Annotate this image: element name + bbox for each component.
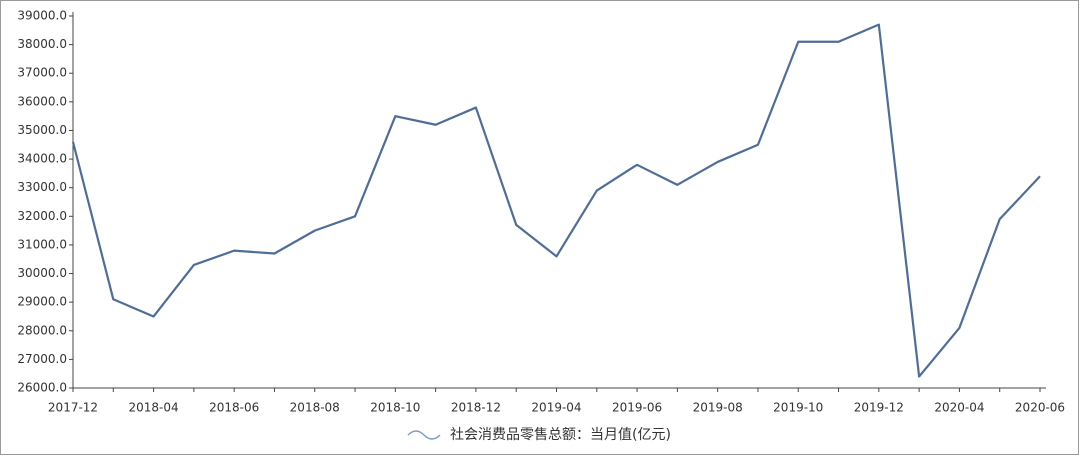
legend-label: 社会消费品零售总额：当月值(亿元)	[450, 427, 671, 443]
x-tick-label: 2018-08	[290, 401, 340, 415]
y-tick-label: 31000.0	[17, 237, 67, 251]
y-tick-label: 39000.0	[17, 9, 67, 23]
y-tick-label: 33000.0	[17, 180, 67, 194]
x-tick-label: 2019-12	[854, 401, 904, 415]
x-tick-label: 2017-12	[48, 401, 98, 415]
y-tick-label: 36000.0	[17, 94, 67, 108]
x-tick-label: 2019-04	[531, 401, 581, 415]
x-tick-label: 2020-04	[934, 401, 984, 415]
x-tick-label: 2018-10	[370, 401, 420, 415]
y-tick-label: 34000.0	[17, 152, 67, 166]
x-tick-label: 2019-10	[773, 401, 823, 415]
x-tick-label: 2019-08	[693, 401, 743, 415]
x-tick-label: 2019-06	[612, 401, 662, 415]
y-tick-label: 38000.0	[17, 37, 67, 51]
legend-swatch	[407, 430, 441, 440]
y-tick-label: 29000.0	[17, 295, 67, 309]
y-tick-label: 27000.0	[17, 352, 67, 366]
y-tick-label: 35000.0	[17, 123, 67, 137]
y-tick-label: 30000.0	[17, 266, 67, 280]
y-tick-label: 32000.0	[17, 209, 67, 223]
x-tick-label: 2018-04	[129, 401, 179, 415]
x-tick-label: 2018-06	[209, 401, 259, 415]
x-tick-label: 2020-06	[1015, 401, 1065, 415]
x-tick-label: 2018-12	[451, 401, 501, 415]
series-line	[71, 23, 1041, 378]
y-tick-label: 26000.0	[17, 381, 67, 395]
y-tick-label: 37000.0	[17, 66, 67, 80]
y-tick-label: 28000.0	[17, 323, 67, 337]
legend: 社会消费品零售总额：当月值(亿元)	[407, 427, 671, 443]
